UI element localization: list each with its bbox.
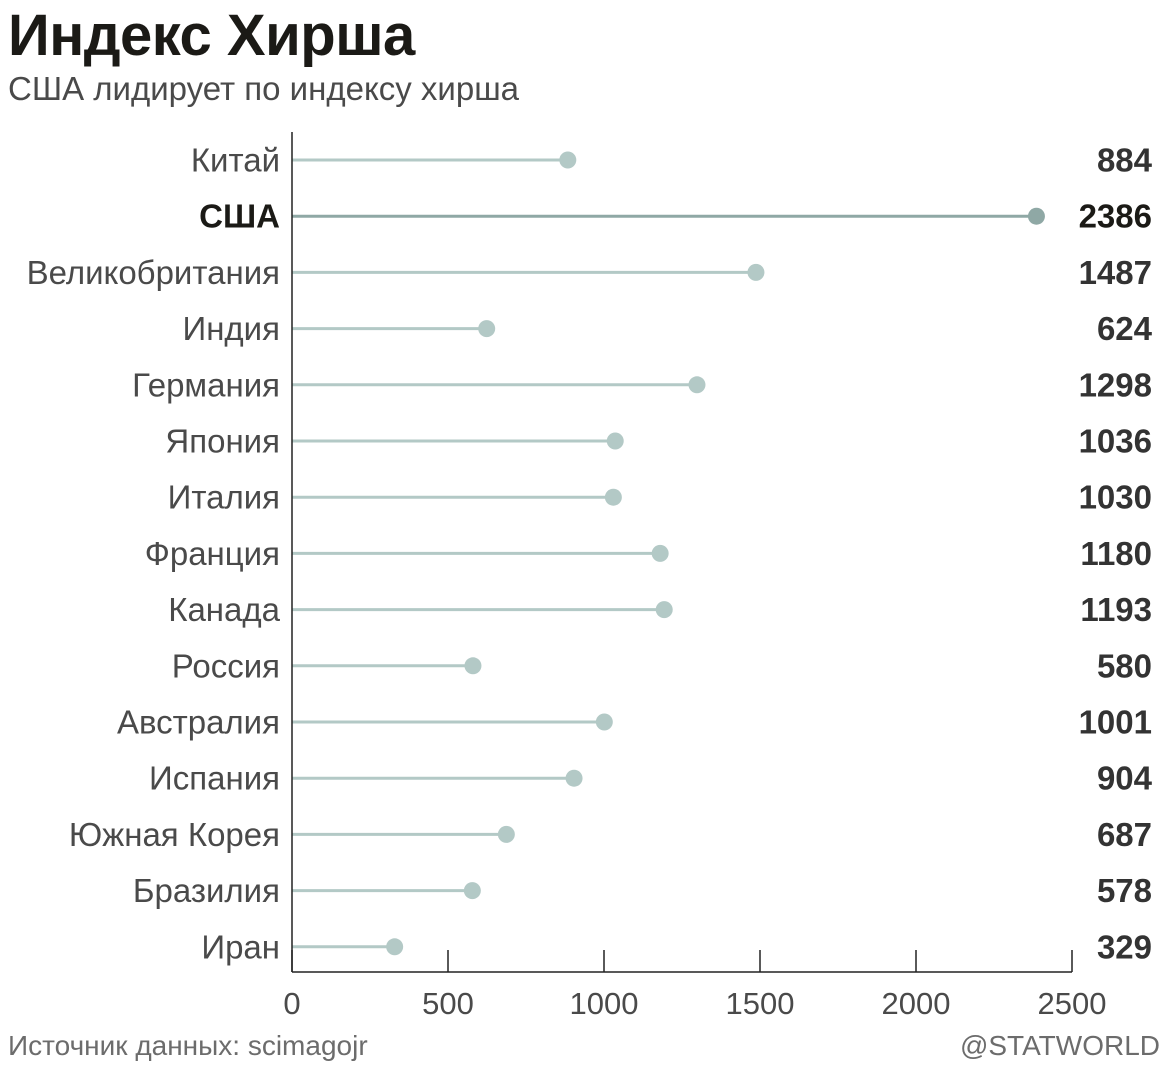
- value-label: 1298: [1079, 366, 1152, 403]
- value-label: 1193: [1080, 591, 1152, 628]
- lollipop-dot: [655, 601, 673, 619]
- value-label: 884: [1097, 142, 1153, 179]
- lollipop-dot: [1027, 207, 1045, 225]
- row-7: Франция 1180: [145, 535, 1152, 572]
- value-label: 580: [1097, 647, 1152, 684]
- value-label: 1180: [1080, 535, 1152, 572]
- lollipop-dot: [595, 713, 613, 731]
- value-label: 1036: [1079, 423, 1152, 460]
- chart-title: Индекс Хирша: [8, 3, 415, 68]
- x-tick-label: 2500: [1038, 986, 1107, 1021]
- lollipop-dot: [478, 320, 496, 338]
- category-label: Канада: [168, 591, 280, 628]
- lollipop-dot: [565, 769, 583, 787]
- chart-rows: Китай 884 США 2386 Великобритания 1487 Индия 62…: [27, 142, 1153, 966]
- x-tick-label: 500: [422, 986, 474, 1021]
- lollipop-dot: [688, 376, 706, 394]
- row-2: Великобритания 1487: [27, 254, 1152, 291]
- row-6: Италия 1030: [168, 479, 1152, 516]
- row-11: Испания 904: [149, 760, 1153, 797]
- row-14: Иран 329: [201, 928, 1152, 965]
- category-label: Россия: [172, 647, 280, 684]
- lollipop-dot: [604, 488, 622, 506]
- row-13: Бразилия 578: [133, 872, 1152, 909]
- row-9: Россия 580: [172, 647, 1152, 684]
- value-label: 687: [1097, 816, 1152, 853]
- x-tick-label: 2000: [882, 986, 951, 1021]
- source-note: Источник данных: scimagojr: [8, 1030, 368, 1061]
- row-8: Канада 1193: [168, 591, 1152, 628]
- category-label: Иран: [201, 928, 280, 965]
- row-0: Китай 884: [191, 142, 1153, 179]
- credit-note: @STATWORLD: [959, 1030, 1160, 1061]
- category-label: Испания: [149, 760, 280, 797]
- value-label: 1001: [1079, 704, 1152, 741]
- lollipop-dot: [606, 432, 624, 450]
- value-label: 578: [1097, 872, 1152, 909]
- row-3: Индия 624: [182, 310, 1152, 347]
- row-1: США 2386: [199, 198, 1152, 235]
- value-label: 624: [1097, 310, 1153, 347]
- category-label: США: [199, 198, 280, 235]
- x-tick-label: 0: [283, 986, 300, 1021]
- category-label: Бразилия: [133, 872, 280, 909]
- row-12: Южная Корея 687: [69, 816, 1152, 853]
- row-4: Германия 1298: [132, 366, 1152, 403]
- value-label: 2386: [1079, 198, 1152, 235]
- category-label: Франция: [145, 535, 280, 572]
- lollipop-dot: [386, 938, 404, 956]
- category-label: Италия: [168, 479, 280, 516]
- row-5: Япония 1036: [165, 423, 1152, 460]
- lollipop-dot: [464, 657, 482, 675]
- category-label: Япония: [165, 423, 280, 460]
- lollipop-dot: [559, 151, 577, 169]
- row-10: Австралия 1001: [117, 704, 1152, 741]
- x-tick-label: 1000: [570, 986, 639, 1021]
- value-label: 329: [1097, 928, 1152, 965]
- category-label: Австралия: [117, 704, 280, 741]
- value-label: 904: [1097, 760, 1153, 797]
- category-label: Германия: [132, 366, 280, 403]
- category-label: Южная Корея: [69, 816, 280, 853]
- x-axis: 0 500 1000 1500 2000 2500: [283, 132, 1106, 1021]
- category-label: Китай: [191, 142, 280, 179]
- x-tick-label: 1500: [726, 986, 795, 1021]
- value-label: 1030: [1079, 479, 1152, 516]
- value-label: 1487: [1079, 254, 1152, 291]
- lollipop-dot: [463, 882, 481, 900]
- category-label: Индия: [182, 310, 280, 347]
- lollipop-dot: [651, 544, 669, 562]
- lollipop-dot: [497, 825, 515, 843]
- chart-subtitle: США лидирует по индексу хирша: [8, 70, 520, 107]
- category-label: Великобритания: [27, 254, 280, 291]
- lollipop-dot: [747, 263, 765, 281]
